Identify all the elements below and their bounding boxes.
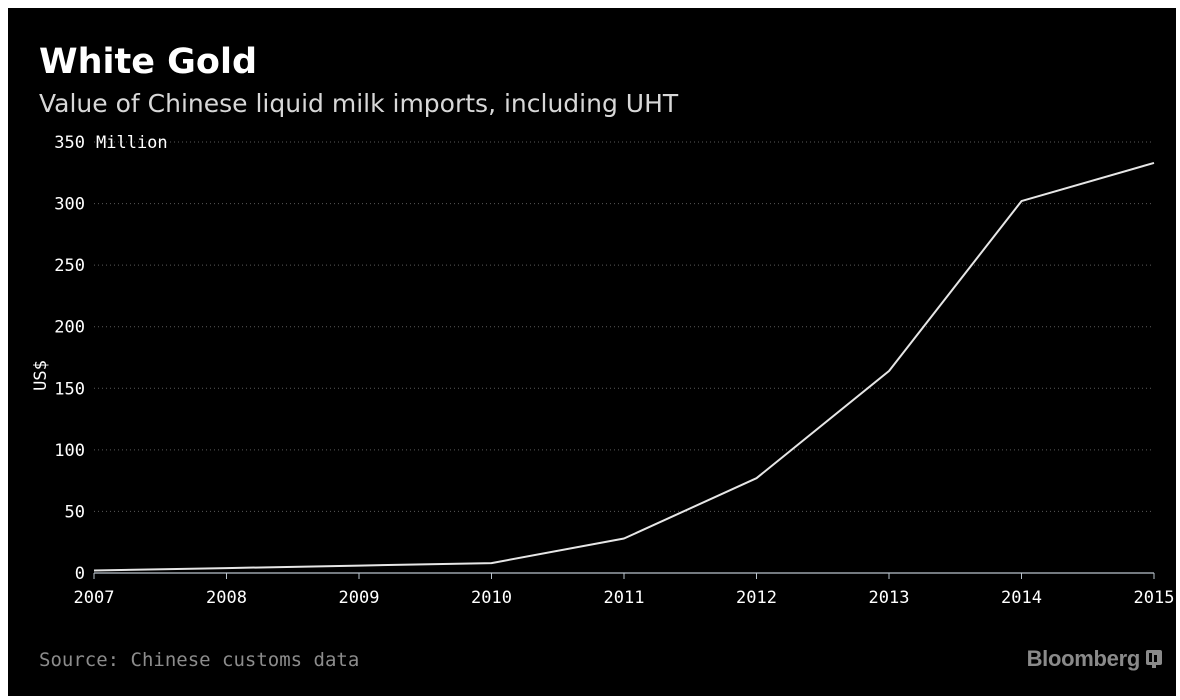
y-tick-label: 0 [75, 564, 85, 584]
x-tick-label: 2007 [74, 588, 115, 608]
y-tick-label: 350 [54, 133, 85, 153]
source-note: Source: Chinese customs data [39, 649, 360, 671]
y-tick-label: 300 [54, 195, 85, 215]
x-tick-label: 2010 [471, 588, 512, 608]
x-tick-label: 2012 [736, 588, 777, 608]
y-tick-label: 100 [54, 441, 85, 461]
x-tick-label: 2014 [1001, 588, 1042, 608]
chart-frame [8, 8, 1176, 696]
y-axis-label: US$ [31, 360, 51, 391]
brand-logo: Bloomberg [1027, 645, 1162, 673]
y-tick-label: 150 [54, 379, 85, 399]
axes [93, 572, 1155, 579]
x-tick-label: 2011 [604, 588, 645, 608]
series-line [93, 161, 1155, 572]
x-tick-label: 2009 [339, 588, 380, 608]
x-tick-label: 2015 [1134, 588, 1175, 608]
x-tick-label: 2013 [869, 588, 910, 608]
tick-labels: 0 50 100 150 200 250 300 350 Million 2007 2008 2009… [54, 133, 1174, 608]
y-unit-label: Million [96, 133, 168, 153]
y-tick-label: 50 [65, 502, 85, 522]
brand-name: Bloomberg [1026, 646, 1141, 671]
chart-title: White Gold [39, 42, 257, 82]
x-tick-label: 2008 [206, 588, 247, 608]
line-chart: 0 50 100 150 200 250 300 350 Million 2007 2008 2009… [31, 133, 1174, 608]
y-tick-label: 250 [54, 256, 85, 276]
y-tick-label: 200 [54, 318, 85, 338]
gridlines [94, 141, 1154, 512]
chart-subtitle: Value of Chinese liquid milk imports, in… [39, 89, 679, 118]
series-layer [93, 161, 1155, 572]
bloomberg-terminal-icon [1146, 650, 1162, 668]
